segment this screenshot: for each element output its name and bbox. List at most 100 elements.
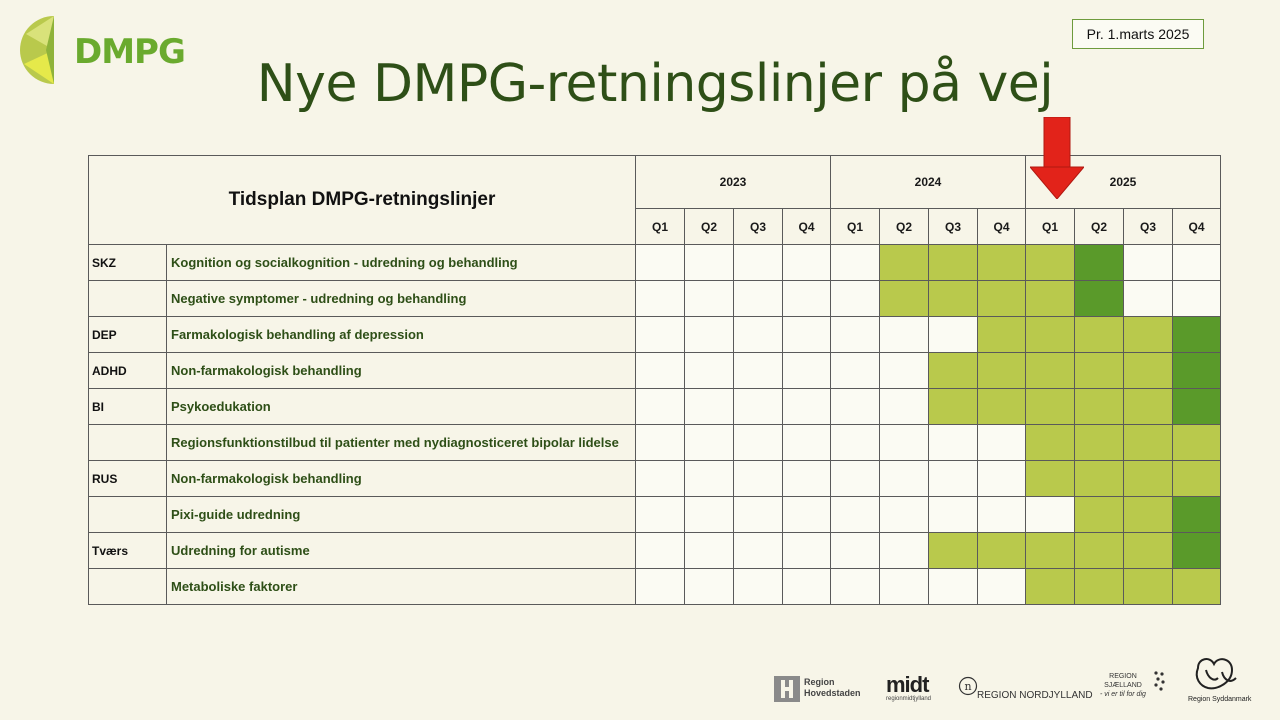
- quarter-header: Q3: [1123, 208, 1173, 245]
- timeline-cell-empty: [635, 280, 685, 317]
- timeline-cell-empty: [733, 244, 783, 281]
- timeline-cell-planned: [977, 532, 1026, 569]
- timeline-cell-empty: [782, 388, 831, 425]
- timeline-cell-planned: [1074, 496, 1124, 533]
- timeline-cell-planned: [1025, 352, 1075, 389]
- timeline-cell-empty: [1172, 280, 1221, 317]
- timeline-cell-empty: [635, 388, 685, 425]
- region-midt-logo: midt regionmidtjylland: [886, 672, 946, 704]
- timeline-cell-empty: [684, 244, 734, 281]
- down-arrow-icon: [1030, 117, 1084, 199]
- sjaelland-line2: SJÆLLAND: [1104, 682, 1142, 689]
- timeline-cell-empty: [977, 460, 1026, 497]
- timeline-table: Tidsplan DMPG-retningslinjer 2023 2024 2…: [88, 155, 1221, 605]
- timeline-cell-planned: [1074, 568, 1124, 605]
- timeline-cell-empty: [684, 388, 734, 425]
- row-guideline: Pixi-guide udredning: [166, 496, 636, 533]
- sjaelland-line1: REGION: [1109, 673, 1137, 680]
- timeline-cell-planned: [1123, 568, 1173, 605]
- quarter-header: Q2: [1074, 208, 1124, 245]
- timeline-cell-empty: [830, 388, 880, 425]
- timeline-cell-empty: [830, 460, 880, 497]
- quarter-header: Q1: [635, 208, 685, 245]
- timeline-cell-completed: [1172, 388, 1221, 425]
- quarter-header: Q2: [684, 208, 734, 245]
- table-row: Pixi-guide udredning: [88, 496, 1221, 533]
- table-row: RUS Non-farmakologisk behandling: [88, 460, 1221, 497]
- timeline-cell-empty: [830, 496, 880, 533]
- sjaelland-dots-icon: [1154, 671, 1165, 691]
- timeline-cell-empty: [782, 280, 831, 317]
- timeline-cell-empty: [684, 568, 734, 605]
- table-row: Metaboliske faktorer: [88, 568, 1221, 605]
- timeline-cell-empty: [879, 496, 929, 533]
- timeline-cell-completed: [1172, 496, 1221, 533]
- table-row: Tværs Udredning for autisme: [88, 532, 1221, 569]
- row-category: [88, 424, 167, 461]
- region-hovedstaden-logo: Region Hovedstaden: [774, 676, 864, 704]
- timeline-cell-empty: [733, 532, 783, 569]
- timeline-cell-empty: [635, 424, 685, 461]
- timeline-cell-planned: [1123, 532, 1173, 569]
- row-guideline: Non-farmakologisk behandling: [166, 460, 636, 497]
- row-category: [88, 568, 167, 605]
- sjaelland-line3: - vi er til for dig: [1100, 691, 1146, 698]
- timeline-cell-planned: [1025, 532, 1075, 569]
- timeline-cell-empty: [879, 424, 929, 461]
- table-row: DEP Farmakologisk behandling af depressio…: [88, 316, 1221, 353]
- timeline-cell-empty: [879, 460, 929, 497]
- timeline-body: SKZ Kognition og socialkognition - udredn…: [88, 244, 1221, 605]
- row-guideline: Kognition og socialkognition - udredning…: [166, 244, 636, 281]
- timeline-cell-planned: [1025, 316, 1075, 353]
- quarter-header: Q4: [1172, 208, 1221, 245]
- timeline-cell-empty: [782, 568, 831, 605]
- timeline-cell-planned: [1074, 424, 1124, 461]
- timeline-cell-empty: [928, 496, 978, 533]
- row-guideline: Farmakologisk behandling af depression: [166, 316, 636, 353]
- timeline-cell-planned: [1172, 424, 1221, 461]
- row-guideline: Psykoedukation: [166, 388, 636, 425]
- timeline-cell-empty: [928, 424, 978, 461]
- timeline-cell-empty: [782, 244, 831, 281]
- timeline-cell-empty: [733, 568, 783, 605]
- timeline-cell-empty: [684, 316, 734, 353]
- year-header-2024: 2024: [830, 155, 1026, 209]
- quarter-header: Q2: [879, 208, 929, 245]
- timeline-cell-empty: [782, 352, 831, 389]
- timeline-cell-planned: [1025, 280, 1075, 317]
- timeline-cell-planned: [977, 352, 1026, 389]
- timeline-cell-empty: [928, 568, 978, 605]
- nordjylland-text: REGION NORDJYLLAND: [977, 690, 1093, 701]
- row-guideline: Udredning for autisme: [166, 532, 636, 569]
- row-guideline: Negative symptomer - udredning og behand…: [166, 280, 636, 317]
- timeline-cell-completed: [1074, 244, 1124, 281]
- row-category: Tværs: [88, 532, 167, 569]
- timeline-cell-empty: [635, 244, 685, 281]
- timeline-cell-empty: [830, 352, 880, 389]
- timeline-cell-planned: [1074, 460, 1124, 497]
- hovedstaden-line2: Hovedstaden: [804, 688, 861, 698]
- timeline-cell-empty: [782, 424, 831, 461]
- timeline-cell-empty: [1123, 244, 1173, 281]
- row-guideline: Non-farmakologisk behandling: [166, 352, 636, 389]
- row-category: SKZ: [88, 244, 167, 281]
- region-nordjylland-logo: n REGION NORDJYLLAND: [958, 676, 1093, 704]
- timeline-cell-completed: [1172, 352, 1221, 389]
- row-category: ADHD: [88, 352, 167, 389]
- timeline-cell-planned: [977, 244, 1026, 281]
- timeline-cell-planned: [1025, 244, 1075, 281]
- timeline-cell-empty: [830, 280, 880, 317]
- timeline-cell-planned: [1074, 388, 1124, 425]
- timeline-cell-empty: [879, 532, 929, 569]
- timeline-cell-empty: [830, 532, 880, 569]
- timeline-cell-empty: [1025, 496, 1075, 533]
- row-category: [88, 496, 167, 533]
- dmpg-logo-mark: [20, 16, 54, 84]
- timeline-cell-planned: [928, 352, 978, 389]
- timeline-cell-planned: [1025, 460, 1075, 497]
- timeline-cell-empty: [635, 316, 685, 353]
- timeline-cell-completed: [1074, 280, 1124, 317]
- timeline-cell-empty: [879, 388, 929, 425]
- timeline-cell-empty: [782, 496, 831, 533]
- timeline-cell-planned: [1074, 532, 1124, 569]
